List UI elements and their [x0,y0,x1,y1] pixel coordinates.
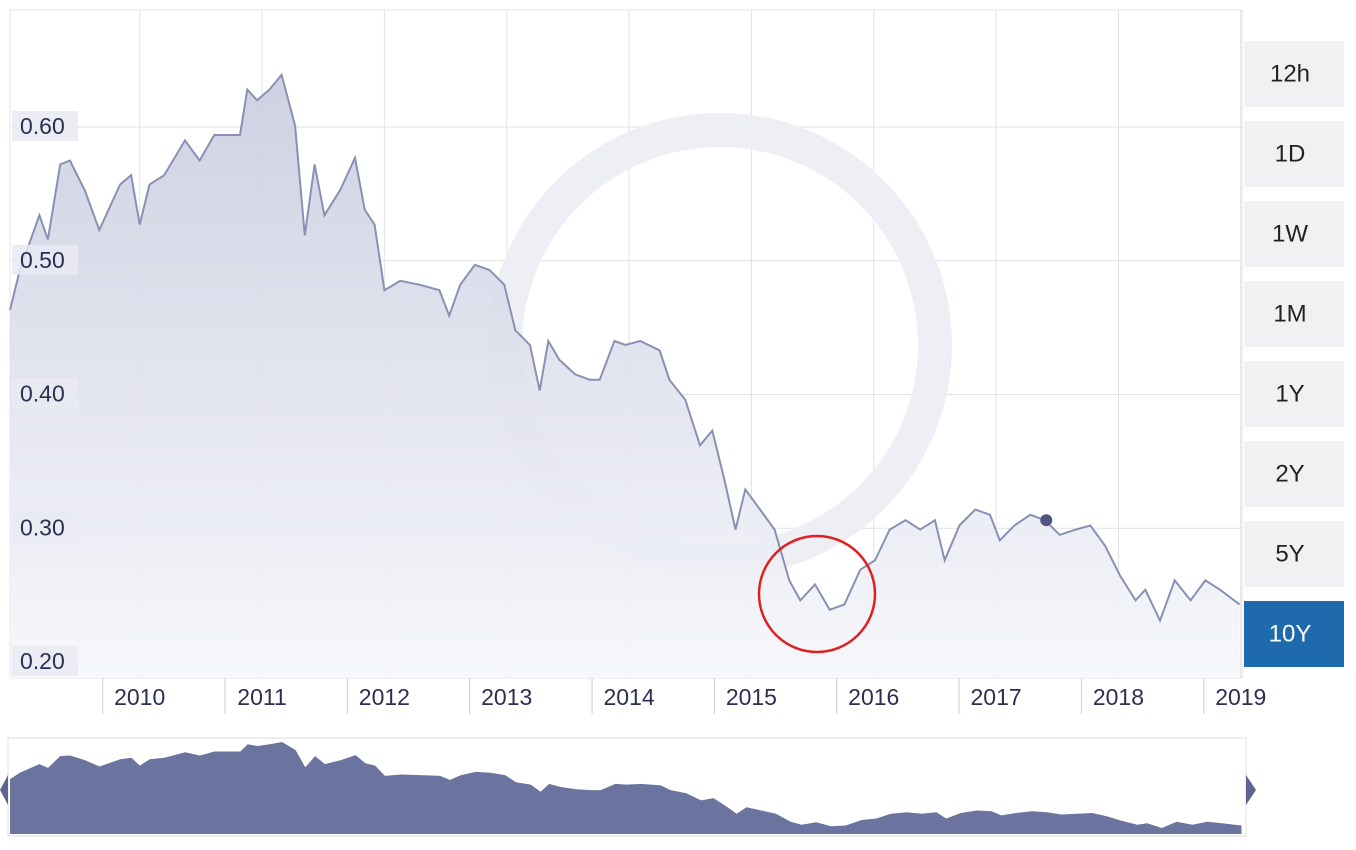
range-button-label[interactable]: 1W [1272,220,1308,247]
range-button-label[interactable]: 5Y [1275,540,1304,567]
y-tick-label-bg [12,378,78,409]
range-button[interactable]: 5Y [1244,521,1344,587]
range-button-bg[interactable] [1244,121,1344,187]
navigator-area [10,742,1242,834]
range-button-bg[interactable] [1244,41,1344,107]
navigator-handle[interactable] [1246,775,1256,805]
range-button-label[interactable]: 1M [1273,300,1306,327]
range-button-label[interactable]: 2Y [1275,460,1304,487]
y-tick-label-bg [12,512,78,543]
navigator-handle[interactable] [0,775,8,805]
x-tick-label: 2016 [848,684,899,710]
hover-marker [1040,514,1053,527]
range-button-bg[interactable] [1244,521,1344,587]
x-tick-label: 2015 [726,684,777,710]
range-button-label[interactable]: 1D [1275,140,1306,167]
range-button[interactable]: 1Y [1244,361,1344,427]
range-buttons: 12h 1D 1W 1M 1Y 2Y 5Y 10Y [1244,41,1344,667]
x-tick-label: 2019 [1215,684,1266,710]
range-button-bg[interactable] [1244,281,1344,347]
x-tick-label: 2018 [1093,684,1144,710]
area-fill [10,74,1240,678]
range-button[interactable]: 10Y [1244,601,1344,667]
line [9,72,1241,624]
y-tick-label: 0.50 [20,247,65,273]
range-button-label[interactable]: 12h [1270,60,1310,87]
labels: 0.20 0.30 0.40 0.50 0.60 2010 2011 2012 2013 2014… [12,111,1266,714]
x-tick-label: 2010 [114,684,165,710]
range-button[interactable]: 12h [1244,41,1344,107]
range-button-label[interactable]: 1Y [1275,380,1304,407]
range-button-bg[interactable] [1244,601,1344,667]
range-button[interactable]: 2Y [1244,441,1344,507]
range-button-bg[interactable] [1244,201,1344,267]
x-tick-label: 2011 [237,684,286,710]
x-tick-label: 2012 [359,684,410,710]
highlight-circle [757,534,877,654]
range-button[interactable]: 1W [1244,201,1344,267]
y-tick-label-bg [12,244,78,275]
range-button[interactable]: 1M [1244,281,1344,347]
range-button-bg[interactable] [1244,361,1344,427]
navigator-series [10,742,1242,834]
range-button-label[interactable]: 10Y [1269,620,1312,647]
y-tick-label: 0.30 [20,514,65,540]
series [9,72,1241,678]
x-tick-label: 2013 [481,684,532,710]
y-tick-label: 0.60 [20,113,65,139]
range-button[interactable]: 1D [1244,121,1344,187]
y-tick-label-bg [12,111,78,142]
x-tick-label: 2014 [603,684,654,710]
x-tick-label: 2017 [971,684,1022,710]
y-tick-label: 0.20 [20,648,65,674]
y-tick-label-bg [12,645,78,676]
y-tick-label: 0.40 [20,381,65,407]
range-button-bg[interactable] [1244,441,1344,507]
